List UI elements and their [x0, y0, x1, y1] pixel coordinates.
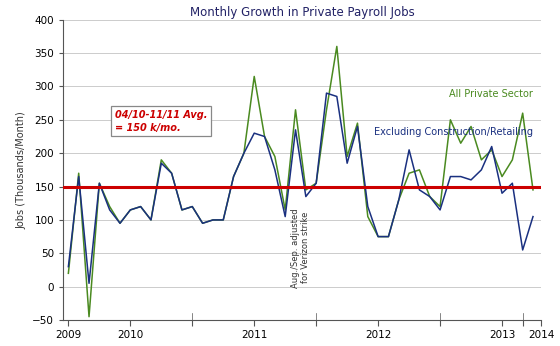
Text: All Private Sector: All Private Sector: [449, 90, 533, 99]
Text: 04/10-11/11 Avg.
= 150 k/mo.: 04/10-11/11 Avg. = 150 k/mo.: [115, 110, 207, 133]
Text: Aug./Sep. adjusted
for Verizon strike: Aug./Sep. adjusted for Verizon strike: [291, 208, 310, 288]
Text: Excluding Construction/Retailing: Excluding Construction/Retailing: [374, 127, 533, 137]
Y-axis label: Jobs (Thousands/Month): Jobs (Thousands/Month): [17, 111, 27, 229]
Title: Monthly Growth in Private Payroll Jobs: Monthly Growth in Private Payroll Jobs: [190, 6, 414, 19]
